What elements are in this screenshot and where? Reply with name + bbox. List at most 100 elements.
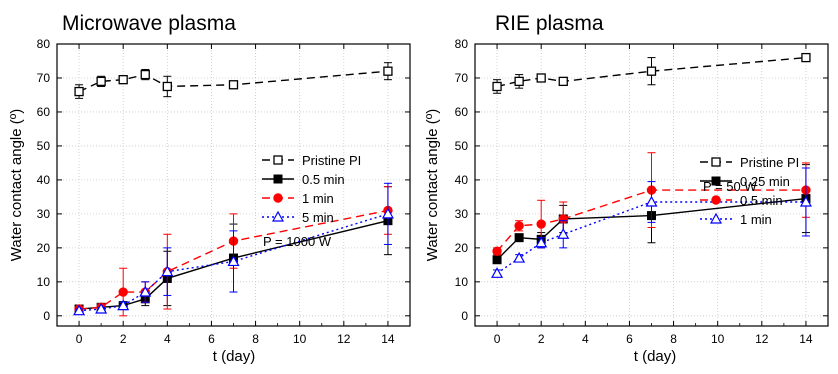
data-point — [118, 287, 128, 297]
legend-label: Pristine PI — [302, 153, 361, 168]
data-point — [74, 86, 84, 97]
legend-marker — [711, 195, 721, 205]
series-5-min — [73, 182, 394, 316]
y-axis-label: Water contact angle (º) — [424, 109, 441, 261]
power-annotation: P = 50 W — [703, 179, 757, 194]
chart-panel-2: RIE plasma 0 2 4 6 8 10 12 14 0 10 20 30 40 50 60 70 80 t … — [424, 12, 829, 365]
series-line — [496, 189, 806, 252]
y-tick-label: 70 — [455, 71, 469, 85]
data-point — [492, 81, 502, 92]
x-tick-label: 10 — [711, 332, 725, 346]
data-point — [558, 76, 568, 87]
y-tick-label: 60 — [455, 105, 469, 119]
data-point — [161, 265, 174, 277]
data-point — [514, 76, 524, 87]
x-tick-label: 12 — [755, 332, 769, 346]
data-point — [117, 299, 130, 311]
data-point — [96, 76, 106, 87]
x-tick-label: 2 — [120, 332, 127, 346]
data-point — [227, 255, 240, 267]
series-line — [496, 201, 806, 274]
series-pristine-pi — [74, 62, 393, 99]
data-point — [492, 246, 502, 256]
data-point — [514, 221, 524, 231]
x-tick-label: 4 — [582, 332, 589, 346]
legend-marker — [271, 210, 285, 222]
y-tick-label: 30 — [455, 207, 469, 221]
data-point — [381, 207, 394, 219]
chart-title: Microwave plasma — [62, 12, 236, 35]
x-tick-label: 8 — [670, 332, 677, 346]
chart-title: RIE plasma — [495, 12, 604, 35]
data-point — [118, 75, 128, 85]
legend-marker — [711, 157, 721, 167]
y-tick-label: 20 — [455, 241, 469, 255]
chart-panel-1: Microwave plasma 0 2 4 6 8 10 12 14 0 10 20 30 40 50 60… — [8, 12, 411, 365]
data-point — [95, 302, 108, 314]
legend-marker — [709, 212, 723, 224]
legend-label: 0.5 min — [740, 193, 783, 208]
legend-label: 1 min — [740, 212, 772, 227]
y-tick-label: 50 — [37, 139, 51, 153]
y-tick-label: 80 — [455, 37, 469, 51]
data-point — [228, 80, 239, 90]
legend-label: 1 min — [302, 191, 334, 206]
x-axis-label: t (day) — [213, 348, 256, 365]
data-point — [801, 52, 811, 63]
data-point — [383, 66, 393, 76]
data-point — [514, 233, 524, 243]
power-annotation: P = 1000 W — [263, 234, 332, 249]
legend-label: 0.5 min — [302, 172, 345, 187]
legend-marker — [273, 155, 283, 165]
y-tick-label: 30 — [37, 207, 51, 221]
data-point — [536, 73, 546, 83]
data-point — [799, 195, 812, 207]
x-tick-label: 0 — [76, 332, 83, 346]
data-point — [140, 69, 150, 80]
y-tick-label: 0 — [43, 309, 50, 323]
legend-marker — [273, 193, 283, 203]
x-tick-label: 12 — [337, 332, 351, 346]
y-tick-label: 40 — [455, 173, 469, 187]
data-point — [491, 267, 504, 278]
y-tick-label: 40 — [37, 173, 51, 187]
data-point — [536, 219, 546, 229]
y-tick-label: 10 — [455, 275, 469, 289]
series-1-min — [491, 167, 812, 278]
x-tick-label: 10 — [293, 332, 307, 346]
y-tick-label: 20 — [37, 241, 51, 255]
y-tick-label: 80 — [37, 37, 51, 51]
legend-label: 5 min — [302, 210, 334, 225]
y-tick-label: 50 — [455, 139, 469, 153]
data-point — [513, 251, 526, 263]
legend-marker — [273, 174, 283, 184]
x-axis-label: t (day) — [634, 348, 677, 365]
x-tick-label: 14 — [799, 332, 813, 346]
y-tick-label: 70 — [37, 71, 51, 85]
data-point — [492, 255, 502, 265]
y-tick-label: 0 — [461, 309, 468, 323]
y-tick-label: 10 — [37, 275, 51, 289]
series-pristine-pi — [492, 52, 811, 94]
data-point — [535, 236, 548, 248]
data-point — [557, 228, 570, 239]
x-tick-label: 6 — [208, 332, 215, 346]
legend: Pristine PI 0.25 min 0.5 min 1 min — [700, 155, 799, 227]
data-point — [162, 81, 172, 92]
legend-label: 0.25 min — [740, 174, 790, 189]
y-tick-label: 60 — [37, 105, 51, 119]
data-point — [646, 66, 657, 76]
data-point — [139, 285, 152, 297]
x-tick-label: 0 — [494, 332, 501, 346]
y-axis-label: Water contact angle (º) — [8, 109, 25, 261]
legend-marker — [711, 176, 721, 186]
x-tick-label: 6 — [626, 332, 633, 346]
legend-label: Pristine PI — [740, 155, 799, 170]
x-tick-label: 8 — [252, 332, 259, 346]
x-tick-label: 14 — [381, 332, 395, 346]
data-point — [73, 304, 86, 316]
legend: Pristine PI 0.5 min 1 min 5 min — [262, 153, 361, 225]
x-tick-label: 4 — [164, 332, 171, 346]
x-tick-label: 2 — [538, 332, 545, 346]
